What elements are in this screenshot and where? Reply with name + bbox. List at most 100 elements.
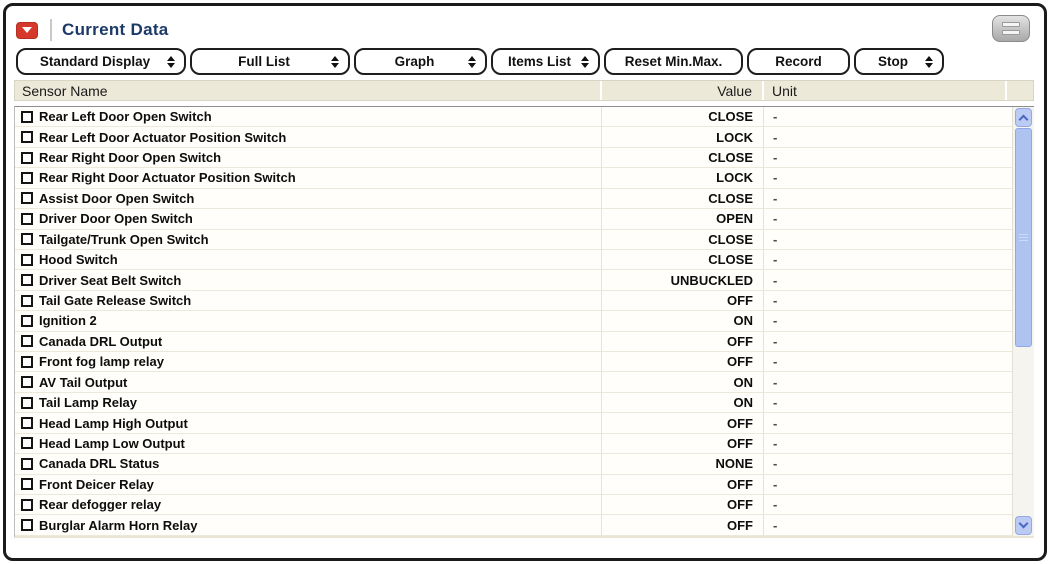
sensor-name-label: Rear Right Door Open Switch (39, 150, 222, 166)
table-row[interactable]: Hood Switch CLOSE - (15, 249, 1012, 271)
row-checkbox[interactable] (21, 294, 33, 307)
sensor-name-cell: Rear defogger relay (15, 495, 602, 515)
reset-min-max-button[interactable]: Reset Min.Max. (604, 48, 743, 75)
sensor-value-cell: LOCK (602, 168, 764, 188)
full-list-select[interactable]: Full List (190, 48, 350, 75)
list-view-icon (1002, 22, 1020, 27)
stop-select[interactable]: Stop (854, 48, 944, 75)
standard-display-select[interactable]: Standard Display (16, 48, 186, 75)
sensor-name-cell: Canada DRL Status (15, 454, 602, 474)
vertical-scrollbar[interactable] (1012, 107, 1034, 536)
row-checkbox[interactable] (21, 274, 33, 287)
row-checkbox[interactable] (21, 376, 33, 389)
scrollbar-thumb[interactable] (1015, 128, 1032, 347)
scroll-up-button[interactable] (1015, 108, 1032, 127)
row-checkbox[interactable] (21, 457, 33, 470)
table-row[interactable]: Rear defogger relay OFF - (15, 495, 1012, 516)
sensor-name-cell: Tail Lamp Relay (15, 392, 602, 413)
sensor-value-cell: CLOSE (602, 107, 764, 127)
table-row[interactable]: Driver Door Open Switch OPEN - (15, 209, 1012, 230)
row-checkbox[interactable] (21, 519, 33, 532)
sensor-unit-cell: - (773, 231, 778, 247)
table-row[interactable]: Canada DRL Status NONE - (15, 454, 1012, 475)
current-data-window: Current Data Standard Display Full List … (3, 3, 1047, 561)
sensor-unit-cell: - (773, 333, 778, 349)
row-checkbox[interactable] (21, 192, 33, 205)
sensor-value-cell: OFF (602, 290, 764, 311)
sensor-value-cell: OFF (602, 413, 764, 433)
updown-arrows-icon (167, 55, 175, 68)
table-row[interactable]: Front Deicer Relay OFF - (15, 474, 1012, 496)
sensor-unit-cell: - (773, 252, 778, 268)
items-list-select[interactable]: Items List (491, 48, 600, 75)
table-row[interactable]: Rear Right Door Open Switch CLOSE - (15, 147, 1012, 169)
updown-arrows-icon (468, 55, 476, 68)
sensor-value-cell: OPEN (602, 209, 764, 229)
row-checkbox[interactable] (21, 437, 33, 450)
row-checkbox[interactable] (21, 498, 33, 511)
sensor-name-cell: Assist Door Open Switch (15, 188, 602, 209)
column-header-sensor-name[interactable]: Sensor Name (15, 81, 602, 100)
record-button[interactable]: Record (747, 48, 850, 75)
table-row[interactable]: Rear Left Door Actuator Position Switch … (15, 127, 1012, 148)
table-row[interactable]: Canada DRL Output OFF - (15, 331, 1012, 353)
sensor-rows: Rear Left Door Open Switch CLOSE - Rear … (15, 107, 1012, 536)
sensor-name-label: Hood Switch (39, 252, 118, 268)
table-row[interactable]: Tail Gate Release Switch OFF - (15, 290, 1012, 312)
sensor-name-label: Rear Left Door Open Switch (39, 109, 212, 125)
graph-select[interactable]: Graph (354, 48, 487, 75)
row-checkbox[interactable] (21, 212, 33, 225)
row-checkbox[interactable] (21, 131, 33, 144)
row-checkbox[interactable] (21, 478, 33, 491)
row-checkbox[interactable] (21, 314, 33, 327)
table-row[interactable]: Driver Seat Belt Switch UNBUCKLED - (15, 270, 1012, 291)
table-row[interactable]: AV Tail Output ON - (15, 372, 1012, 393)
table-row[interactable]: Head Lamp High Output OFF - (15, 413, 1012, 434)
sensor-unit-cell: - (773, 354, 778, 370)
row-checkbox[interactable] (21, 335, 33, 348)
view-toggle-button[interactable] (992, 15, 1030, 42)
sensor-unit-cell: - (773, 211, 778, 227)
table-row[interactable]: Front fog lamp relay OFF - (15, 352, 1012, 373)
table-row[interactable]: Rear Right Door Actuator Position Switch… (15, 168, 1012, 189)
table-row[interactable]: Rear Left Door Open Switch CLOSE - (15, 107, 1012, 128)
graph-label: Graph (394, 54, 435, 69)
list-view-icon (1002, 30, 1020, 35)
stop-label: Stop (878, 54, 908, 69)
sensor-name-label: Burglar Alarm Horn Relay (39, 517, 198, 533)
sensor-value-cell: LOCK (602, 127, 764, 147)
row-checkbox[interactable] (21, 110, 33, 123)
sensor-unit-cell: - (773, 476, 778, 492)
row-checkbox[interactable] (21, 151, 33, 164)
chevron-up-icon (1018, 114, 1029, 125)
scrollbar-grip-icon (1019, 233, 1028, 242)
sensor-unit-cell: - (773, 170, 778, 186)
sensor-name-cell: Canada DRL Output (15, 331, 602, 352)
table-row[interactable]: Assist Door Open Switch CLOSE - (15, 188, 1012, 210)
red-dropdown-menu-button[interactable] (16, 21, 38, 39)
row-checkbox[interactable] (21, 396, 33, 409)
sensor-name-cell: Hood Switch (15, 249, 602, 270)
column-header-value[interactable]: Value (602, 81, 764, 100)
row-checkbox[interactable] (21, 253, 33, 266)
table-row[interactable]: Burglar Alarm Horn Relay OFF - (15, 515, 1012, 536)
table-row[interactable]: Ignition 2 ON - (15, 311, 1012, 332)
dropdown-arrow-icon (22, 27, 32, 33)
table-row[interactable]: Tailgate/Trunk Open Switch CLOSE - (15, 229, 1012, 250)
row-checkbox[interactable] (21, 417, 33, 430)
chevron-down-icon (1018, 518, 1029, 529)
sensor-name-label: Ignition 2 (39, 313, 97, 329)
sensor-name-label: AV Tail Output (39, 374, 128, 390)
sensor-name-label: Rear Left Door Actuator Position Switch (39, 129, 287, 145)
table-row[interactable]: Head Lamp Low Output OFF - (15, 433, 1012, 455)
sensor-unit-cell: - (773, 395, 778, 411)
standard-display-label: Standard Display (39, 54, 151, 69)
scroll-down-button[interactable] (1015, 516, 1032, 535)
row-checkbox[interactable] (21, 233, 33, 246)
row-checkbox[interactable] (21, 355, 33, 368)
sensor-table: Rear Left Door Open Switch CLOSE - Rear … (14, 106, 1034, 538)
items-list-label: Items List (507, 54, 572, 69)
row-checkbox[interactable] (21, 171, 33, 184)
table-row[interactable]: Tail Lamp Relay ON - (15, 392, 1012, 414)
column-header-unit[interactable]: Unit (764, 81, 1007, 100)
